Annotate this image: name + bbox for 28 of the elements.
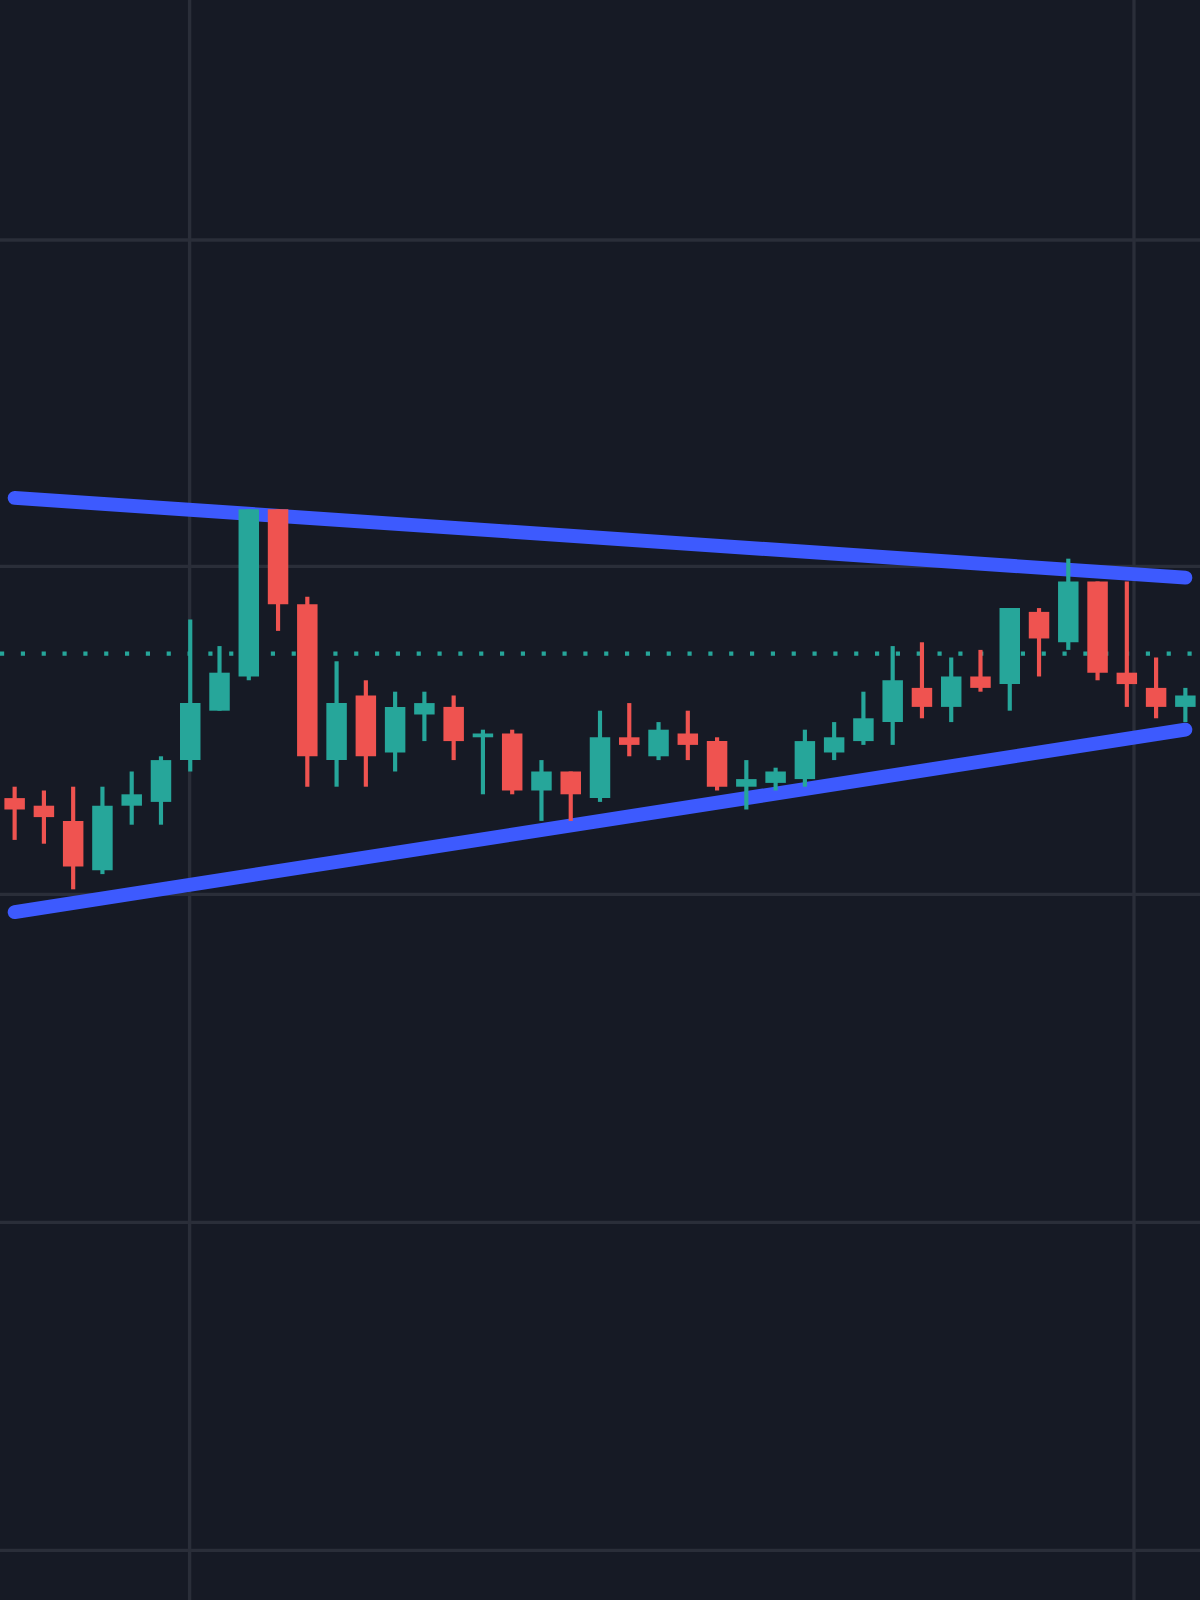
candlestick (706, 735, 728, 793)
candlestick (414, 689, 435, 744)
candlestick (794, 727, 816, 789)
candlestick (209, 643, 230, 713)
candlestick (619, 701, 640, 759)
candlestick (853, 689, 874, 747)
candlestick (677, 708, 699, 763)
candlestick (472, 727, 494, 797)
candlestick (765, 765, 786, 793)
candlestick (911, 640, 933, 721)
candlestick (940, 655, 962, 725)
candlestick (560, 769, 581, 823)
candlestick (1028, 605, 1050, 679)
candlestick (970, 647, 991, 694)
candlestick (121, 769, 142, 827)
candlestick (33, 788, 55, 846)
candlestick (736, 758, 757, 812)
candlestick (62, 784, 84, 892)
candlestick (4, 784, 25, 842)
candlestick (1175, 685, 1196, 725)
candlestick (1116, 579, 1138, 709)
candlestick (531, 758, 552, 823)
candlestick (384, 689, 406, 774)
candlestick (1145, 655, 1167, 721)
candlestick (648, 720, 669, 763)
candlestick (150, 754, 172, 827)
candlestick (443, 693, 464, 763)
candlestick (823, 720, 845, 763)
